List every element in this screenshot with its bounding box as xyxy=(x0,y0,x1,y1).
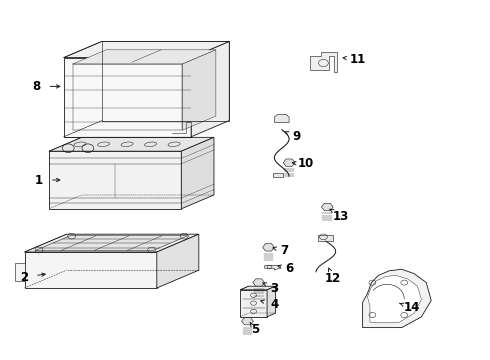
Text: 6: 6 xyxy=(285,262,293,275)
Text: 13: 13 xyxy=(332,210,349,222)
Text: 14: 14 xyxy=(403,301,420,314)
Polygon shape xyxy=(157,234,199,288)
Polygon shape xyxy=(274,114,289,122)
Polygon shape xyxy=(265,266,280,270)
Text: 7: 7 xyxy=(280,244,288,257)
Polygon shape xyxy=(191,41,229,137)
Text: 1: 1 xyxy=(35,174,43,186)
Polygon shape xyxy=(73,50,216,64)
Polygon shape xyxy=(15,263,24,281)
Text: 4: 4 xyxy=(270,298,278,311)
Polygon shape xyxy=(310,52,337,72)
Polygon shape xyxy=(253,279,265,286)
Polygon shape xyxy=(263,244,274,251)
Polygon shape xyxy=(283,159,295,166)
Polygon shape xyxy=(64,41,229,58)
Text: 2: 2 xyxy=(21,271,28,284)
Polygon shape xyxy=(321,203,333,211)
Polygon shape xyxy=(35,236,188,251)
Text: 8: 8 xyxy=(33,80,41,93)
Polygon shape xyxy=(242,318,253,325)
Text: 10: 10 xyxy=(298,157,315,170)
Polygon shape xyxy=(368,275,421,322)
Text: 3: 3 xyxy=(270,282,278,294)
Polygon shape xyxy=(49,151,181,209)
Text: 5: 5 xyxy=(251,323,259,336)
Polygon shape xyxy=(64,58,191,137)
Text: 11: 11 xyxy=(349,53,366,66)
Polygon shape xyxy=(240,290,267,317)
Polygon shape xyxy=(24,234,199,252)
Polygon shape xyxy=(181,138,214,209)
Polygon shape xyxy=(273,173,283,177)
Polygon shape xyxy=(182,50,216,130)
Polygon shape xyxy=(318,235,333,241)
Polygon shape xyxy=(24,252,157,288)
Text: 12: 12 xyxy=(325,273,342,285)
Polygon shape xyxy=(363,269,431,328)
Polygon shape xyxy=(49,138,214,151)
Polygon shape xyxy=(267,286,275,317)
Text: 9: 9 xyxy=(293,130,300,143)
Polygon shape xyxy=(240,286,275,290)
